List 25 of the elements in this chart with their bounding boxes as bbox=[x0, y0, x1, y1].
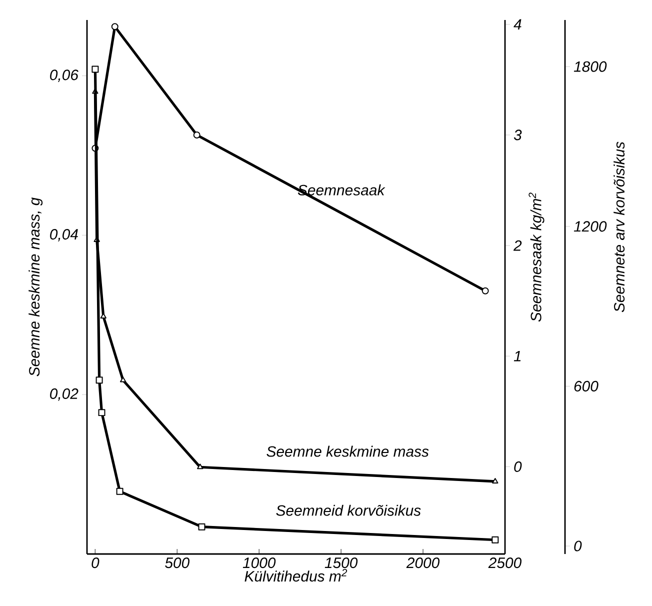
y3-axis-title: Seemnete arv korvõisikus bbox=[614, 142, 625, 312]
x-tick-label: 0 bbox=[92, 558, 100, 568]
y-tick-label: 0,06 bbox=[50, 70, 78, 82]
y2-tick-label: 0 bbox=[514, 461, 522, 472]
y-tick-label: 0,02 bbox=[50, 388, 78, 401]
y2-axis-title: Seemnesaak kg/m$^{2}$ bbox=[528, 192, 544, 322]
series-label: Seemneid korvõisikus bbox=[276, 504, 421, 516]
y3-tick-label: 0 bbox=[574, 540, 582, 552]
y-tick-label: 0,04 bbox=[50, 229, 78, 242]
series-label: Seemne keskmine mass bbox=[266, 446, 429, 457]
x-tick-label: 2000 bbox=[406, 558, 440, 568]
y-axis-title: Seemne keskmine mass, g bbox=[28, 197, 43, 376]
y2-tick-label: 4 bbox=[514, 19, 522, 30]
x-tick-label: 2500 bbox=[488, 558, 522, 568]
x-tick-label: 1500 bbox=[324, 558, 358, 568]
series-label: Seemnesaak bbox=[298, 184, 386, 196]
y3-tick-label: 1800 bbox=[574, 61, 607, 72]
x-axis-title: Külvitihedus m$^{2}$ bbox=[244, 568, 348, 582]
x-tick-label: 1000 bbox=[242, 558, 276, 568]
y3-tick-label: 600 bbox=[574, 380, 598, 392]
y2-tick-label: 3 bbox=[514, 130, 522, 140]
y3-tick-label: 1200 bbox=[574, 221, 607, 232]
y2-tick-label: 2 bbox=[513, 240, 522, 251]
y2-tick-label: 1 bbox=[514, 350, 521, 362]
x-tick-label: 500 bbox=[165, 558, 190, 568]
